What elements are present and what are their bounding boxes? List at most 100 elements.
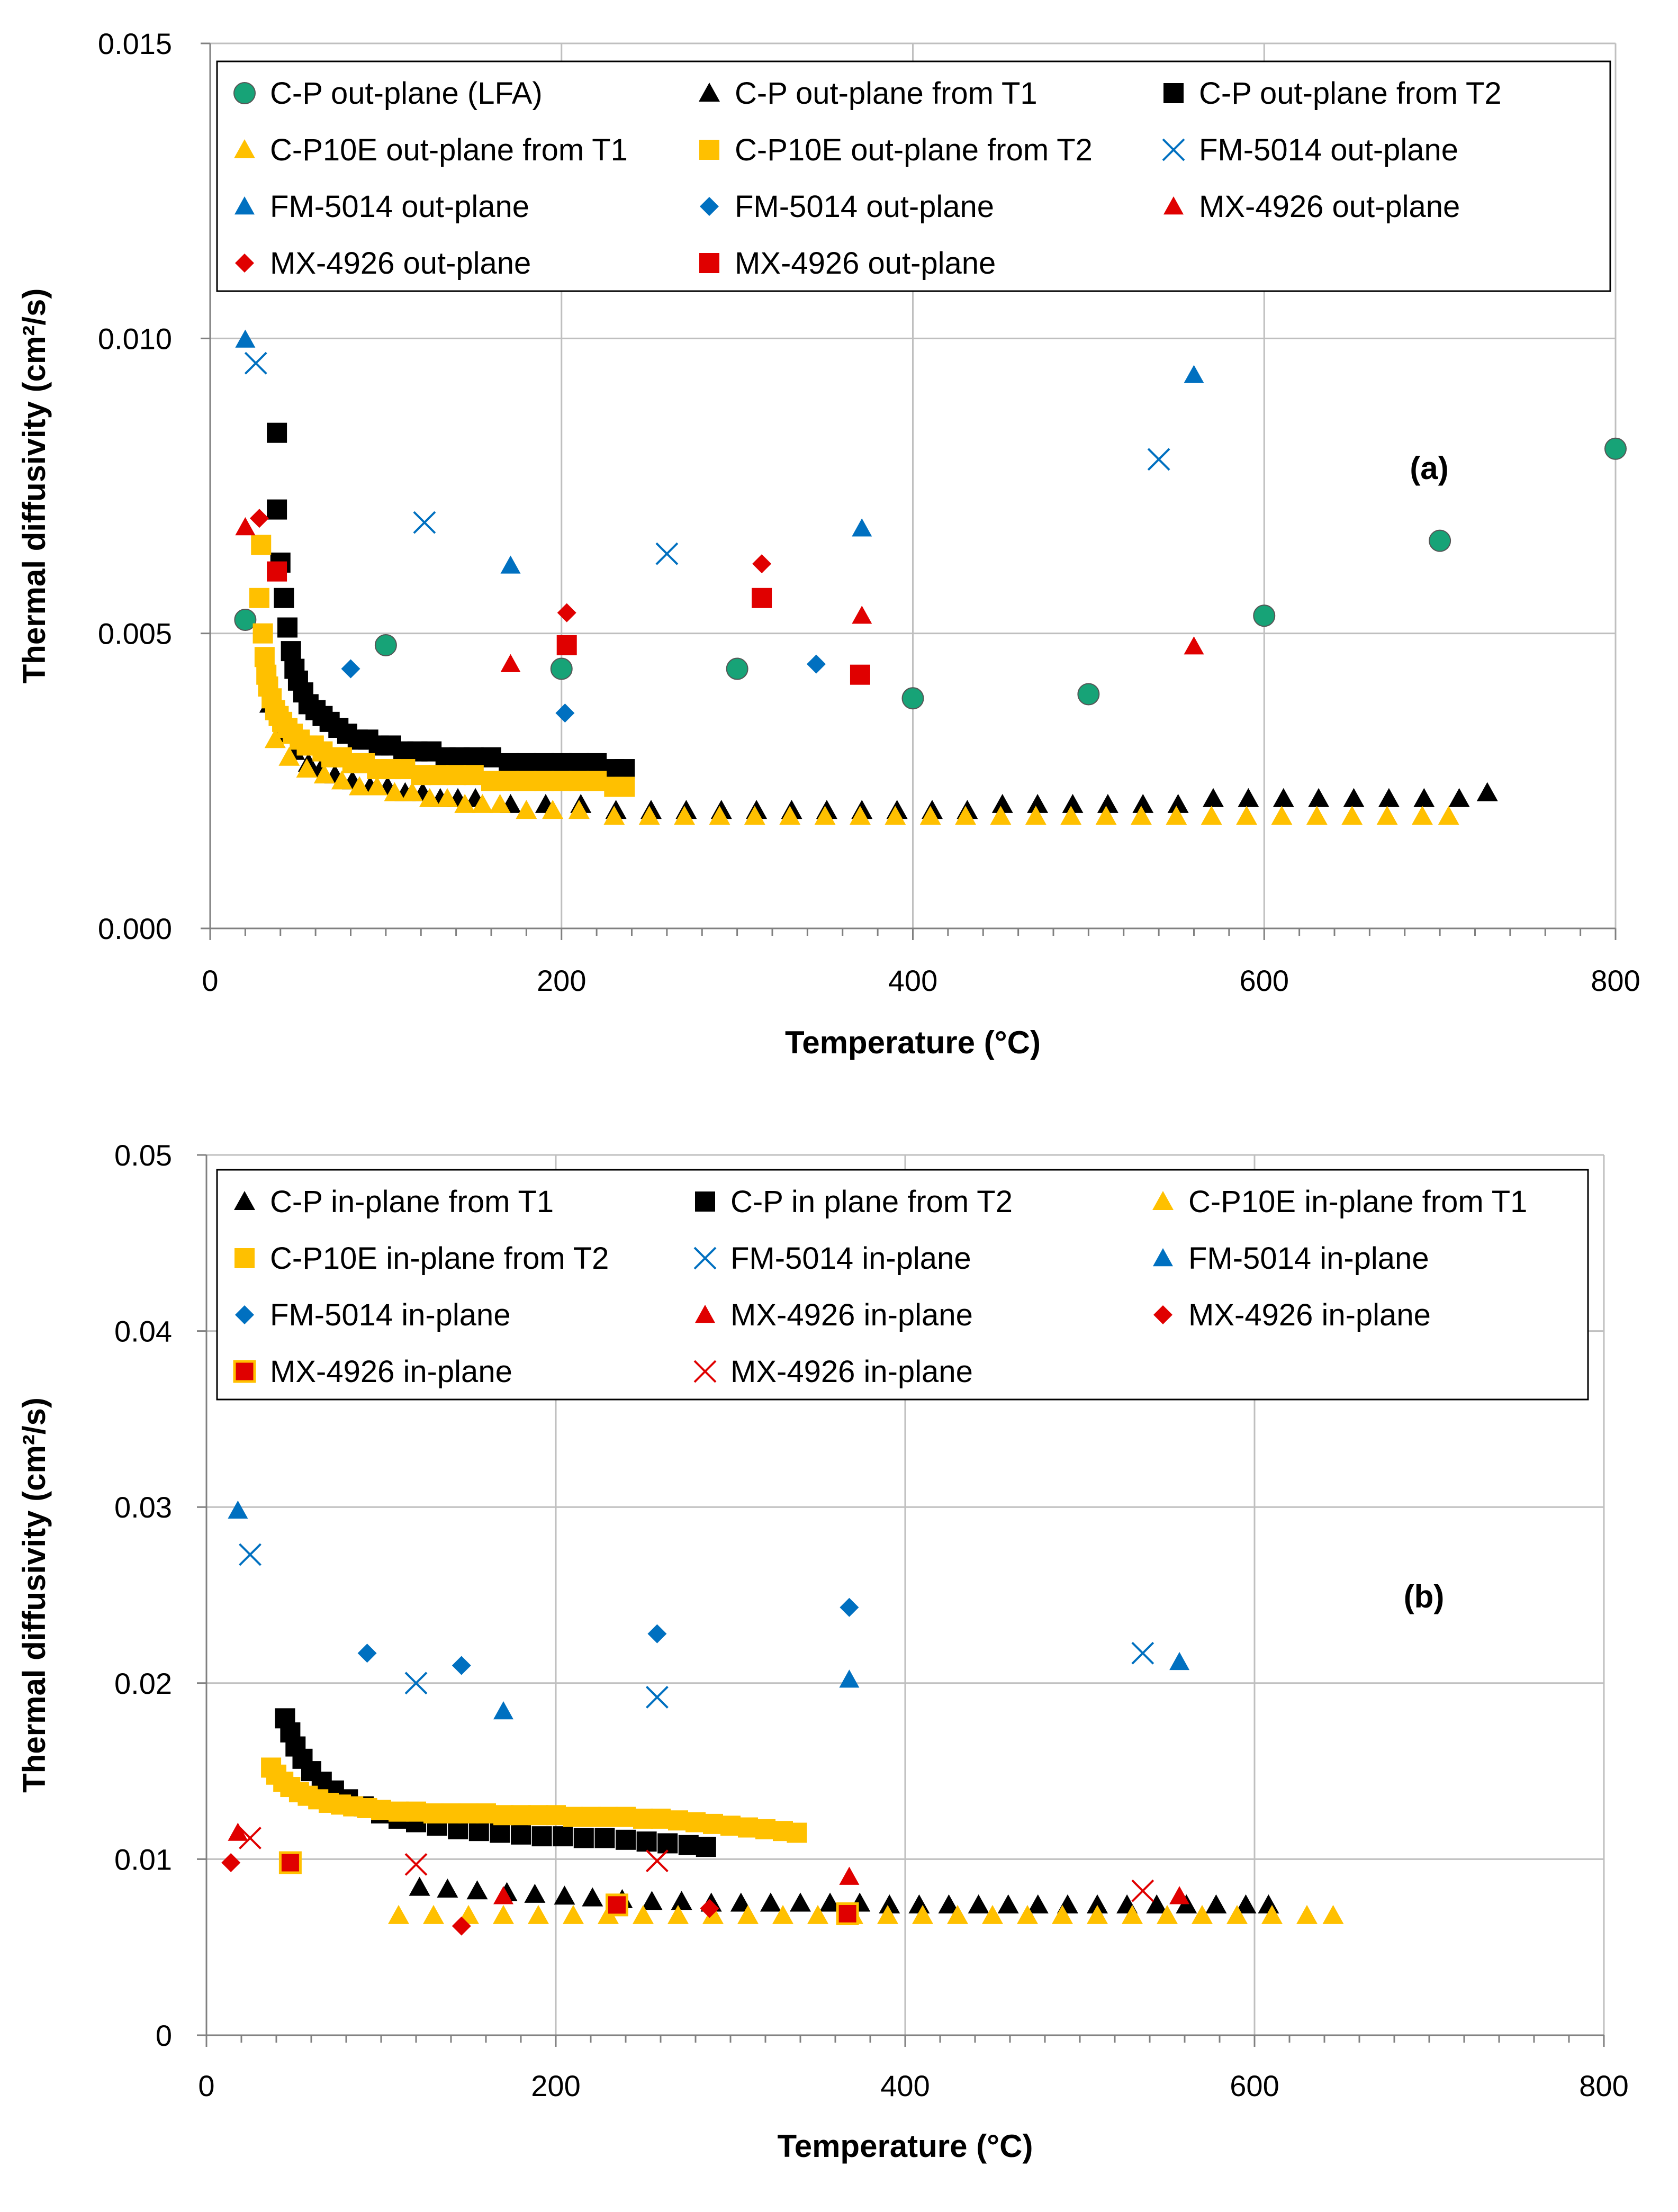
legend-box [216,1169,1589,1401]
data-point [1027,1894,1049,1913]
data-point [645,1849,669,1873]
legend-entry-label: C-P10E out-plane from T2 [735,133,1093,167]
data-point [1203,788,1224,807]
data-point [239,1827,261,1849]
data-point [581,1807,601,1827]
series-9 [278,1851,859,1926]
legend-marker [234,139,255,158]
legend-marker [695,1191,715,1212]
data-point [366,776,388,796]
data-point [982,1904,1003,1924]
data-point [1097,793,1118,813]
data-point [852,606,872,624]
data-point [839,1669,860,1688]
chart-panel-b: 0 200 400 600 800 0 0.01 0.02 0.03 0.04 0.05 Temper… [16,1139,1629,2164]
data-point [807,1904,828,1924]
legend-marker [699,140,719,160]
data-point [472,793,493,813]
data-point [234,609,257,631]
legend-entry-label: MX-4926 out-plane [270,246,531,281]
x-tick-label: 0 [202,964,218,997]
data-point [446,765,466,786]
data-point [839,1866,860,1885]
x-tick-label: 600 [1240,964,1289,997]
data-point [587,753,607,773]
data-point [720,1816,741,1836]
data-point [647,1624,667,1644]
data-point [384,782,405,801]
series-0 [234,437,1627,710]
chart-panel-a: 0 200 400 600 800 0.000 0.005 0.010 0.015 Tempera… [16,27,1640,1060]
data-point [814,806,836,825]
legend-entry-label: C-P10E out-plane from T1 [270,133,628,167]
legend-entry-label: C-P out-plane from T1 [735,76,1038,111]
data-point [274,588,294,608]
data-point [1147,448,1170,471]
data-point [1184,636,1204,655]
legend-marker [1163,196,1184,215]
data-point [850,664,870,685]
data-point [569,753,589,773]
data-point [1438,806,1459,825]
data-point [885,806,906,825]
data-point [1025,806,1047,825]
data-point [968,1894,989,1913]
data-point [997,1894,1019,1913]
series-7 [341,654,826,723]
legend-marker [234,196,255,215]
data-point [493,1805,513,1826]
y-axis-title: Thermal diffusivity (cm²/s) [16,1397,52,1793]
data-point [1169,1886,1190,1904]
data-point [1271,806,1293,825]
data-point [668,1810,688,1831]
x-axis-title: Temperature (°C) [785,1025,1041,1060]
x-tick-label: 0 [198,2069,214,2102]
data-point [744,806,765,825]
data-point [437,1878,458,1898]
data-point [1476,782,1498,801]
legend-marker [233,82,256,104]
y-tick-label: 0.03 [114,1491,172,1524]
data-point [1205,1894,1227,1913]
data-point [463,765,484,786]
data-point [1184,365,1204,383]
data-point [534,771,554,791]
x-tick-label: 400 [880,2069,930,2102]
data-point [787,1822,807,1843]
data-point [550,657,573,680]
legend-entry-label: MX-4926 in-plane [1188,1298,1431,1332]
x-tick-label: 400 [888,964,937,997]
data-point [879,1894,900,1913]
legend: C-P in-plane from T1 C-P in plane from T2… [216,1169,1589,1401]
legend-marker [699,83,720,102]
series-6 [235,329,1204,574]
data-point [1132,793,1154,813]
data-point [1087,1904,1108,1924]
series-8 [221,1853,719,1936]
series-10 [267,561,870,685]
data-point [603,806,625,825]
data-point [1122,1904,1143,1924]
data-point [738,1817,758,1838]
data-point [264,729,286,748]
data-point [341,659,360,679]
data-point [1253,604,1276,627]
data-point [568,800,590,819]
legend-marker [235,1305,254,1324]
legend-marker [695,1305,715,1323]
data-point [1306,806,1328,825]
data-point [636,1831,657,1852]
data-point [1060,806,1082,825]
legend-marker [1153,1248,1173,1267]
x-tick-label: 600 [1230,2069,1279,2102]
data-point [251,535,272,555]
series-5 [228,1500,1190,1720]
data-point [1429,529,1451,552]
series-5 [244,351,1170,565]
data-point [616,1829,636,1850]
legend-marker [234,1191,255,1210]
data-point [551,771,572,791]
data-point [411,765,431,786]
data-point [1131,1879,1154,1902]
data-point [901,687,924,710]
